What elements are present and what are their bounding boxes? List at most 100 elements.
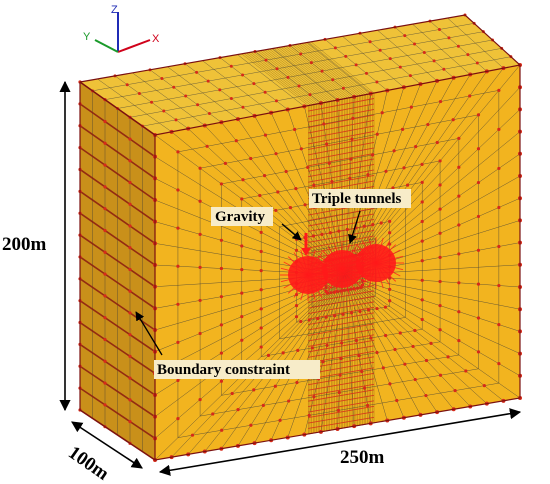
mesh-node: [457, 338, 461, 343]
mesh-node: [176, 226, 180, 230]
mesh-node: [345, 227, 349, 232]
tunnel-ray: [321, 268, 343, 288]
band-row: [308, 131, 375, 145]
mesh-node: [420, 219, 424, 224]
mesh-node: [259, 230, 263, 234]
mesh-node: [369, 336, 373, 340]
mesh-node: [294, 248, 299, 252]
top-mesh-row: [104, 31, 484, 100]
mesh-node: [103, 185, 107, 189]
mesh-node: [411, 344, 415, 349]
top-mesh-row: [117, 39, 493, 109]
mesh-ray: [344, 71, 488, 276]
side-mesh-row: [79, 212, 156, 266]
mesh-node: [341, 86, 345, 90]
mesh-node: [297, 84, 301, 88]
mesh-node: [379, 221, 383, 225]
mesh-node: [176, 378, 180, 383]
mesh-node: [337, 390, 341, 395]
top-band-line: [273, 48, 340, 100]
mesh-node: [438, 255, 442, 259]
tunnel-ray: [351, 249, 377, 264]
mesh-node: [241, 178, 245, 182]
z-axis-label: Z: [111, 4, 118, 16]
mesh-node: [497, 127, 501, 131]
mesh-node: [456, 44, 460, 48]
svg-text:Gravity: Gravity: [215, 209, 265, 225]
band-row: [308, 213, 375, 227]
mesh-node: [240, 267, 244, 272]
mesh-node: [354, 338, 358, 343]
mesh-node: [380, 111, 384, 115]
band-row: [308, 235, 375, 249]
band-row: [308, 175, 375, 189]
tunnel-ray: [283, 274, 309, 289]
mesh-node: [240, 315, 244, 319]
mesh-node: [395, 398, 399, 403]
mesh-node: [349, 311, 354, 315]
top-band-line: [303, 42, 368, 95]
tunnel-ray: [341, 246, 357, 270]
mesh-node: [446, 355, 450, 359]
mesh-node: [497, 283, 501, 288]
top-band-line: [280, 46, 346, 99]
mesh-node: [312, 395, 316, 399]
mesh-node: [103, 250, 107, 254]
mesh-node: [128, 420, 132, 424]
mesh-node: [219, 379, 223, 383]
mesh-node: [176, 150, 180, 154]
top-band-line: [260, 50, 326, 103]
top-band-line: [243, 53, 311, 106]
mesh-node: [365, 71, 369, 75]
tunnel-ray: [375, 262, 384, 289]
mesh-node: [331, 78, 335, 82]
mesh-node: [307, 413, 311, 417]
mesh-node: [339, 357, 343, 361]
tunnel-ray: [375, 262, 397, 282]
mesh-node: [220, 428, 224, 432]
mesh-node: [371, 223, 375, 227]
mesh-node: [424, 358, 429, 363]
mesh-node: [218, 88, 222, 92]
mesh-node: [240, 291, 244, 295]
mesh-node: [476, 113, 481, 117]
mesh-node: [368, 40, 372, 44]
mesh-node: [322, 122, 326, 126]
mesh-node: [206, 79, 210, 83]
band-row: [308, 328, 375, 342]
band-row: [308, 136, 375, 150]
top-band-line: [269, 48, 335, 101]
mesh-node: [349, 287, 353, 291]
mesh-node: [308, 93, 312, 97]
mesh-node: [366, 308, 371, 312]
band-row: [308, 295, 375, 309]
band-row: [308, 383, 375, 397]
tunnel-ray: [341, 268, 367, 283]
top-band-line: [271, 48, 337, 101]
band-row: [308, 312, 375, 325]
tunnel-ray: [375, 255, 404, 264]
mesh-node: [388, 242, 392, 246]
top-band-line: [308, 42, 372, 94]
mesh-node: [388, 287, 392, 291]
mesh-node: [311, 234, 316, 238]
mesh-node: [230, 391, 234, 396]
mesh-ring: [241, 160, 441, 376]
mesh-node: [408, 74, 412, 78]
mesh-node: [438, 373, 443, 377]
side-mesh-row: [79, 190, 156, 244]
mesh-node: [249, 156, 253, 161]
mesh-node: [328, 231, 332, 235]
mesh-ring: [177, 90, 500, 438]
mesh-node: [198, 199, 202, 203]
mesh-ray: [221, 122, 346, 276]
depth-label: 100m: [64, 442, 112, 484]
mesh-node: [457, 310, 461, 314]
tunnel-ray: [287, 256, 309, 276]
mesh-node: [476, 350, 481, 354]
mesh-node: [422, 50, 426, 54]
mesh-ray: [204, 125, 346, 276]
mesh-node: [219, 238, 223, 242]
mesh-node: [128, 398, 132, 402]
mesh-node: [198, 397, 202, 402]
